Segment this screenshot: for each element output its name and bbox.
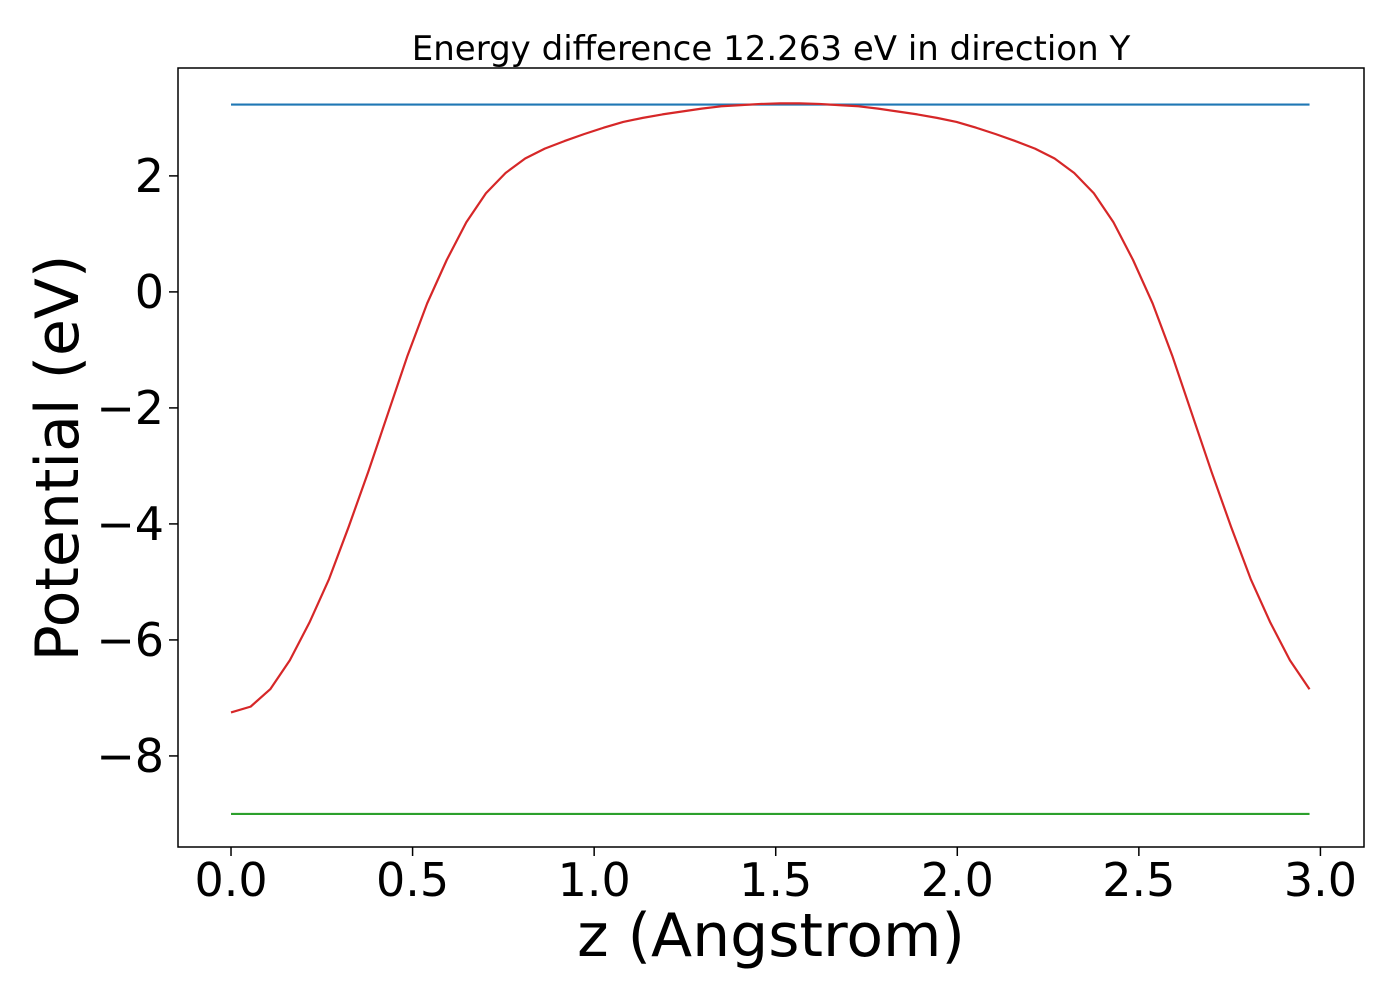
x-tick-label: 0.0 — [194, 853, 267, 907]
x-tick-label: 1.0 — [558, 853, 631, 907]
series-line-2 — [230, 102, 1311, 714]
plot-lines — [230, 102, 1311, 816]
y-tick-label: 2 — [135, 149, 164, 203]
y-tick-label: −2 — [96, 381, 164, 435]
y-axis-label: Potential (eV) — [23, 255, 93, 662]
x-tick-label: 2.5 — [1102, 853, 1175, 907]
x-axis-ticks: 0.0 0.5 1.0 1.5 2.0 2.5 3.0 — [194, 847, 1357, 907]
y-tick-label: −4 — [96, 497, 164, 551]
x-tick-label: 3.0 — [1284, 853, 1357, 907]
x-tick-label: 2.0 — [921, 853, 994, 907]
x-axis-label: z (Angstrom) — [577, 901, 965, 971]
y-tick-label: −8 — [96, 729, 164, 783]
y-tick-label: −6 — [96, 613, 164, 667]
chart-title: Energy difference 12.263 eV in direction… — [412, 29, 1131, 69]
plot-frame — [177, 67, 1365, 848]
x-tick-label: 1.5 — [739, 853, 812, 907]
x-tick-label: 0.5 — [376, 853, 449, 907]
y-axis-ticks: 2 0 −2 −4 −6 −8 — [96, 149, 178, 783]
y-tick-label: 0 — [135, 265, 164, 319]
